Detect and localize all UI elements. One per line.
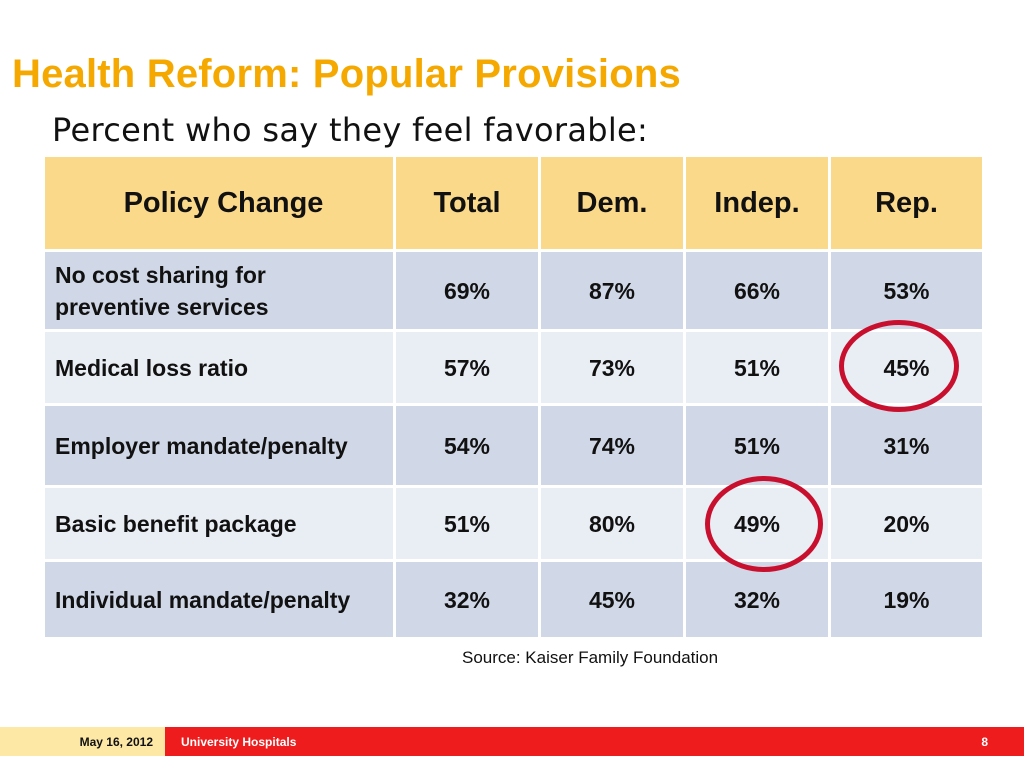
page-number: 8	[981, 734, 988, 749]
slide-title: Health Reform: Popular Provisions	[12, 52, 681, 96]
policy-cell: No cost sharing for preventive services	[42, 249, 396, 332]
indep-cell: 51%	[683, 329, 831, 406]
policy-cell: Basic benefit package	[42, 485, 396, 562]
total-cell: 54%	[393, 403, 541, 488]
footer-bar: May 16, 2012 University Hospitals 8	[0, 727, 1024, 756]
footer-org-strip: University Hospitals 8	[165, 727, 1024, 756]
header-dem: Dem.	[538, 154, 686, 252]
highlight-circle-rep-medical-loss-ratio	[839, 320, 959, 412]
indep-cell: 51%	[683, 403, 831, 488]
header-total: Total	[393, 154, 541, 252]
table-row: No cost sharing for preventive services …	[42, 249, 985, 332]
rep-cell: 19%	[828, 559, 985, 640]
table-row: Basic benefit package 51% 80% 49% 20%	[42, 485, 985, 562]
total-cell: 51%	[393, 485, 541, 562]
total-cell: 32%	[393, 559, 541, 640]
dem-cell: 74%	[538, 403, 686, 488]
footer-organization: University Hospitals	[181, 734, 297, 749]
dem-cell: 80%	[538, 485, 686, 562]
header-rep: Rep.	[828, 154, 985, 252]
indep-cell: 32%	[683, 559, 831, 640]
rep-cell: 53%	[828, 249, 985, 332]
table-row: Employer mandate/penalty 54% 74% 51% 31%	[42, 403, 985, 488]
table-header-row: Policy Change Total Dem. Indep. Rep.	[42, 154, 985, 252]
header-indep: Indep.	[683, 154, 831, 252]
dem-cell: 73%	[538, 329, 686, 406]
favorability-table: Policy Change Total Dem. Indep. Rep. No …	[42, 154, 985, 640]
rep-cell: 31%	[828, 403, 985, 488]
total-cell: 57%	[393, 329, 541, 406]
dem-cell: 87%	[538, 249, 686, 332]
policy-cell: Medical loss ratio	[42, 329, 396, 406]
total-cell: 69%	[393, 249, 541, 332]
indep-cell: 66%	[683, 249, 831, 332]
footer-date: May 16, 2012	[0, 727, 165, 756]
dem-cell: 45%	[538, 559, 686, 640]
highlight-circle-indep-basic-benefit	[705, 476, 823, 572]
source-note: Source: Kaiser Family Foundation	[462, 648, 719, 667]
policy-cell: Employer mandate/penalty	[42, 403, 396, 488]
policy-cell: Individual mandate/penalty	[42, 559, 396, 640]
table-row: Individual mandate/penalty 32% 45% 32% 1…	[42, 559, 985, 640]
slide-subtitle: Percent who say they feel favorable:	[52, 111, 649, 149]
header-policy-change: Policy Change	[42, 154, 396, 252]
rep-cell: 20%	[828, 485, 985, 562]
